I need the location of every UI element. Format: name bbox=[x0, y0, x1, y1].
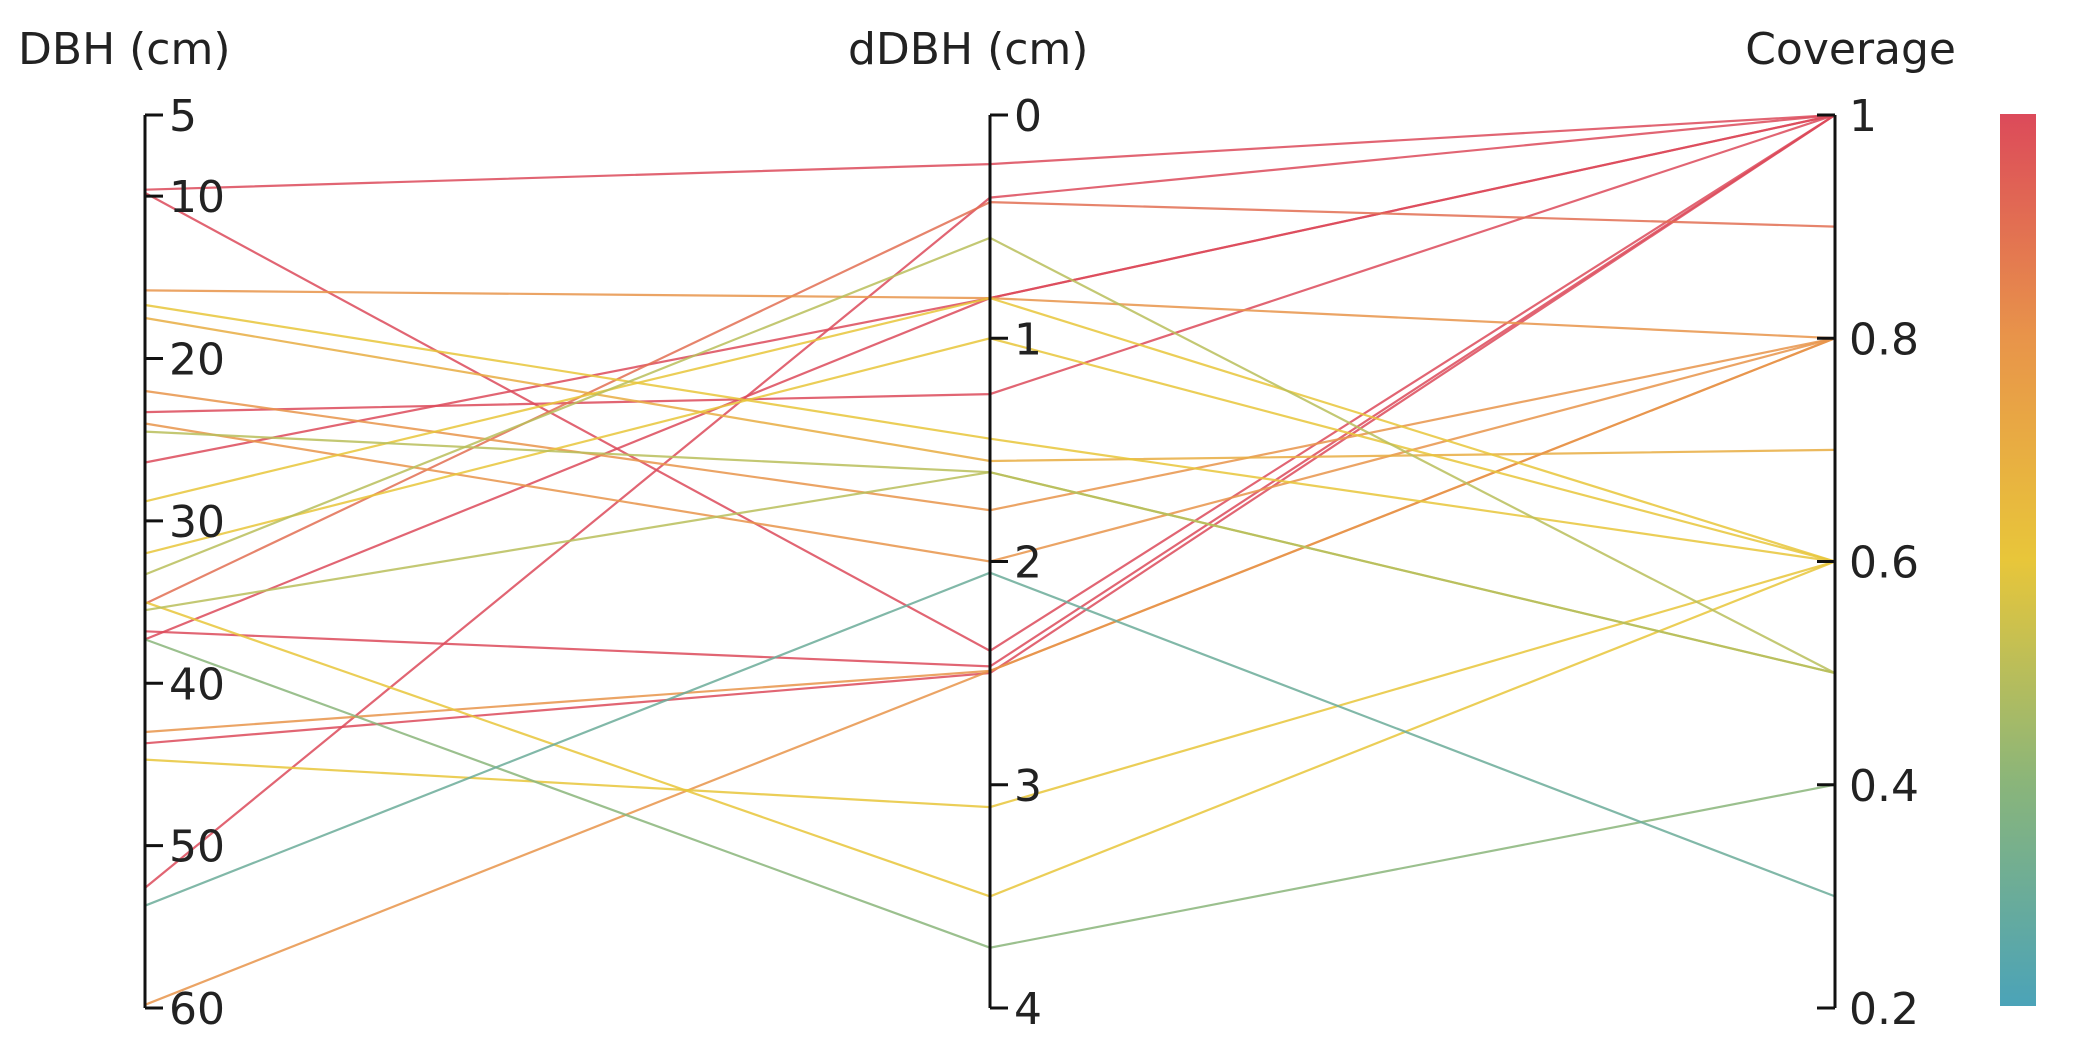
axis-0-tick-label-4: 40 bbox=[169, 659, 225, 710]
axis-0-tick-label-2: 20 bbox=[169, 335, 225, 386]
axis-2-tick-label-4: 0.2 bbox=[1849, 984, 1919, 1035]
colorbar bbox=[2000, 114, 2036, 1006]
axis-1-tick-label-0: 0 bbox=[1014, 91, 1042, 142]
axis-0-tick-label-3: 30 bbox=[169, 497, 225, 548]
axis-1-tick-label-4: 4 bbox=[1014, 984, 1042, 1035]
axis-0-tick-label-5: 50 bbox=[169, 822, 225, 873]
axis-2-tick-label-0: 1 bbox=[1849, 91, 1877, 142]
axis-2-tick-label-3: 0.4 bbox=[1849, 761, 1919, 812]
axis-2-tick-label-2: 0.6 bbox=[1849, 538, 1919, 589]
axis-1-tick-label-3: 3 bbox=[1014, 761, 1042, 812]
axes-layer: DBH (cm) dDBH (cm) Coverage 510203040506… bbox=[18, 24, 1956, 1035]
axis-0-tick-label-1: 10 bbox=[169, 172, 225, 223]
axis-title-dbh: DBH (cm) bbox=[18, 24, 231, 75]
axis-1-tick-label-1: 1 bbox=[1014, 314, 1042, 365]
axis-2-tick-label-1: 0.8 bbox=[1849, 314, 1919, 365]
axis-0-tick-label-0: 5 bbox=[169, 91, 197, 142]
axis-0-tick-label-6: 60 bbox=[169, 984, 225, 1035]
axis-1-tick-label-2: 2 bbox=[1014, 538, 1042, 589]
axis-title-coverage: Coverage bbox=[1745, 24, 1956, 75]
axis-title-ddbh: dDBH (cm) bbox=[848, 24, 1088, 75]
